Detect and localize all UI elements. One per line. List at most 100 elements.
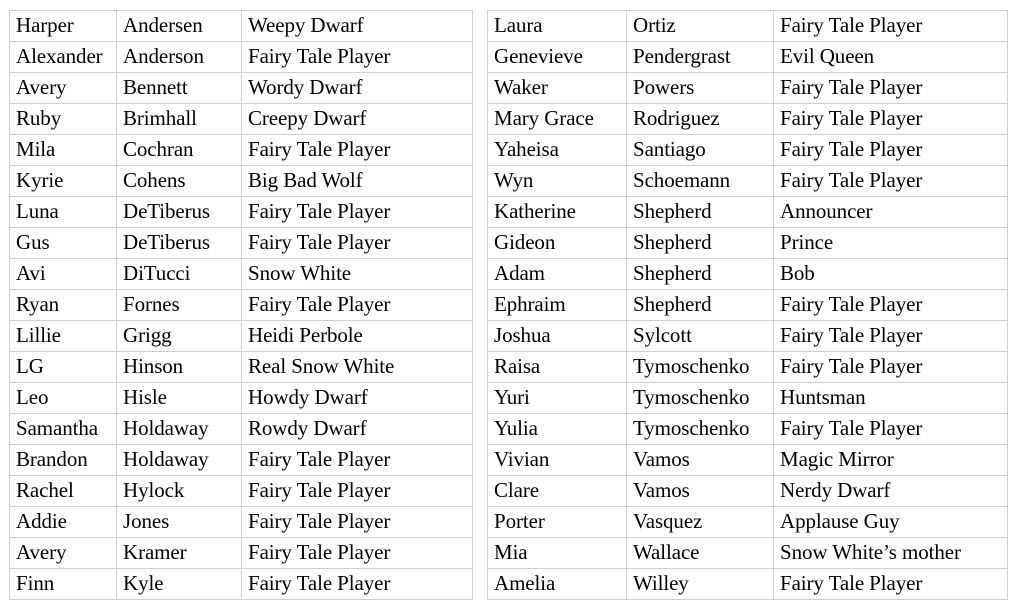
table-row: Luna DeTiberus Fairy Tale Player (9, 196, 473, 228)
cell-role: Fairy Tale Player (773, 568, 1008, 600)
cell-first-name: Genevieve (487, 41, 627, 73)
cell-first-name: Waker (487, 72, 627, 104)
table-row: Amelia Willey Fairy Tale Player (487, 568, 1008, 600)
cell-role: Fairy Tale Player (773, 413, 1008, 445)
cell-role: Fairy Tale Player (241, 568, 473, 600)
cell-first-name: Yuri (487, 382, 627, 414)
cell-first-name: Addie (9, 506, 117, 538)
cell-last-name: Willey (626, 568, 774, 600)
table-row: LG Hinson Real Snow White (9, 351, 473, 383)
cell-role: Evil Queen (773, 41, 1008, 73)
cell-first-name: Samantha (9, 413, 117, 445)
cell-role: Applause Guy (773, 506, 1008, 538)
cell-last-name: DeTiberus (116, 227, 242, 259)
cell-first-name: Lillie (9, 320, 117, 352)
cell-last-name: Anderson (116, 41, 242, 73)
cell-first-name: Avi (9, 258, 117, 290)
cell-role: Fairy Tale Player (241, 134, 473, 166)
cell-role: Magic Mirror (773, 444, 1008, 476)
table-row: Mia Wallace Snow White’s mother (487, 537, 1008, 569)
table-row: Mary Grace Rodriguez Fairy Tale Player (487, 103, 1008, 135)
cell-last-name: Shepherd (626, 258, 774, 290)
cell-first-name: Laura (487, 10, 627, 42)
table-row: Porter Vasquez Applause Guy (487, 506, 1008, 538)
table-row: Waker Powers Fairy Tale Player (487, 72, 1008, 104)
cell-role: Heidi Perbole (241, 320, 473, 352)
cell-last-name: Hylock (116, 475, 242, 507)
cell-last-name: Schoemann (626, 165, 774, 197)
cell-role: Nerdy Dwarf (773, 475, 1008, 507)
cell-role: Wordy Dwarf (241, 72, 473, 104)
cell-last-name: Rodriguez (626, 103, 774, 135)
table-row: Genevieve Pendergrast Evil Queen (487, 41, 1008, 73)
cell-last-name: Grigg (116, 320, 242, 352)
cell-role: Fairy Tale Player (241, 41, 473, 73)
cell-last-name: Pendergrast (626, 41, 774, 73)
table-row: Ephraim Shepherd Fairy Tale Player (487, 289, 1008, 321)
table-row: Avery Kramer Fairy Tale Player (9, 537, 473, 569)
table-row: Alexander Anderson Fairy Tale Player (9, 41, 473, 73)
cast-table-right-body: Laura Ortiz Fairy Tale Player Genevieve Pend… (487, 10, 1008, 600)
cast-table-right: Laura Ortiz Fairy Tale Player Genevieve Pend… (487, 10, 1008, 600)
cell-first-name: Finn (9, 568, 117, 600)
table-row: Leo Hisle Howdy Dwarf (9, 382, 473, 414)
table-row: Gideon Shepherd Prince (487, 227, 1008, 259)
cell-first-name: Vivian (487, 444, 627, 476)
cell-first-name: Harper (9, 10, 117, 42)
cell-role: Fairy Tale Player (241, 506, 473, 538)
cell-first-name: Mia (487, 537, 627, 569)
table-row: Vivian Vamos Magic Mirror (487, 444, 1008, 476)
cell-last-name: Kyle (116, 568, 242, 600)
cell-role: Weepy Dwarf (241, 10, 473, 42)
cell-first-name: Gus (9, 227, 117, 259)
cell-last-name: DiTucci (116, 258, 242, 290)
cell-role: Fairy Tale Player (773, 134, 1008, 166)
cell-last-name: Holdaway (116, 413, 242, 445)
cell-first-name: Rachel (9, 475, 117, 507)
cell-last-name: Santiago (626, 134, 774, 166)
cell-last-name: Kramer (116, 537, 242, 569)
cell-role: Snow White’s mother (773, 537, 1008, 569)
cast-table-left: Harper Andersen Weepy Dwarf Alexander Anders… (9, 10, 473, 600)
cell-first-name: Adam (487, 258, 627, 290)
table-row: Finn Kyle Fairy Tale Player (9, 568, 473, 600)
cell-role: Huntsman (773, 382, 1008, 414)
cell-last-name: Andersen (116, 10, 242, 42)
cell-last-name: Hisle (116, 382, 242, 414)
table-row: Mila Cochran Fairy Tale Player (9, 134, 473, 166)
cell-last-name: Shepherd (626, 289, 774, 321)
cell-role: Real Snow White (241, 351, 473, 383)
cell-last-name: Holdaway (116, 444, 242, 476)
cell-first-name: LG (9, 351, 117, 383)
table-row: Clare Vamos Nerdy Dwarf (487, 475, 1008, 507)
cell-first-name: Brandon (9, 444, 117, 476)
cast-table-left-body: Harper Andersen Weepy Dwarf Alexander Anders… (9, 10, 473, 600)
cell-last-name: Tymoschenko (626, 382, 774, 414)
table-row: Katherine Shepherd Announcer (487, 196, 1008, 228)
table-row: Samantha Holdaway Rowdy Dwarf (9, 413, 473, 445)
table-row: Raisa Tymoschenko Fairy Tale Player (487, 351, 1008, 383)
cell-last-name: Powers (626, 72, 774, 104)
cell-first-name: Alexander (9, 41, 117, 73)
table-row: Ryan Fornes Fairy Tale Player (9, 289, 473, 321)
cell-role: Fairy Tale Player (773, 289, 1008, 321)
cell-role: Fairy Tale Player (241, 289, 473, 321)
cell-last-name: Vamos (626, 475, 774, 507)
cell-last-name: Vasquez (626, 506, 774, 538)
cell-role: Fairy Tale Player (773, 10, 1008, 42)
table-row: Gus DeTiberus Fairy Tale Player (9, 227, 473, 259)
cell-last-name: Cochran (116, 134, 242, 166)
cell-last-name: DeTiberus (116, 196, 242, 228)
cell-last-name: Ortiz (626, 10, 774, 42)
cell-last-name: Tymoschenko (626, 351, 774, 383)
table-row: Wyn Schoemann Fairy Tale Player (487, 165, 1008, 197)
cell-last-name: Hinson (116, 351, 242, 383)
table-row: Ruby Brimhall Creepy Dwarf (9, 103, 473, 135)
cell-role: Rowdy Dwarf (241, 413, 473, 445)
cell-first-name: Ephraim (487, 289, 627, 321)
cell-first-name: Yaheisa (487, 134, 627, 166)
cell-first-name: Clare (487, 475, 627, 507)
table-row: Yulia Tymoschenko Fairy Tale Player (487, 413, 1008, 445)
cell-last-name: Fornes (116, 289, 242, 321)
